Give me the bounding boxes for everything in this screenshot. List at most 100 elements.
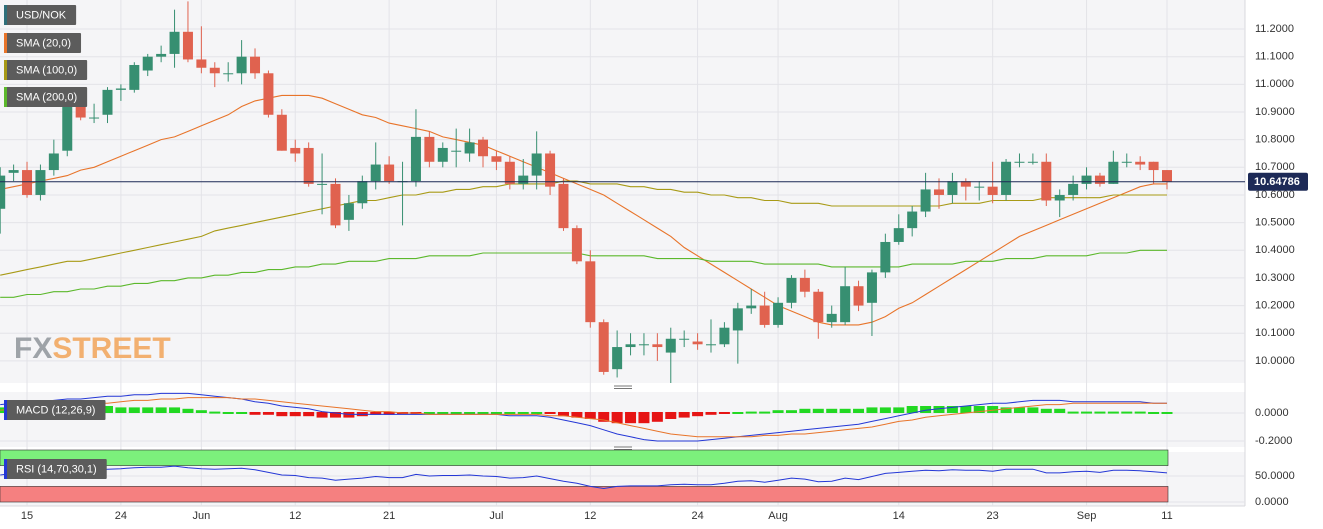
watermark-part: FX — [14, 332, 52, 365]
candle-body — [853, 286, 864, 306]
candle-body — [692, 341, 703, 345]
candle-body — [719, 327, 730, 345]
watermark-part: STREET — [52, 332, 170, 365]
histogram-bar — [987, 405, 999, 413]
histogram-bar — [1134, 411, 1146, 414]
candle-body — [478, 139, 489, 157]
candle-body — [1081, 175, 1092, 184]
candle-body — [907, 211, 918, 229]
candle-body — [706, 344, 717, 346]
candle-body — [1041, 161, 1052, 201]
histogram-bar — [692, 411, 704, 417]
sma-line — [0, 249, 1167, 298]
histogram-bar — [1094, 411, 1106, 414]
histogram-bar — [236, 411, 248, 414]
candle-body — [1068, 183, 1079, 195]
y-tick-label: 11.0000 — [1255, 78, 1294, 90]
candle-body — [410, 136, 421, 182]
y-tick-label: 10.5000 — [1255, 217, 1295, 229]
y-tick-label: 10.8000 — [1255, 134, 1295, 146]
histogram-bar — [906, 405, 918, 413]
candle-body — [1148, 161, 1159, 171]
histogram-bar — [303, 411, 315, 417]
legend-box — [4, 33, 82, 53]
candle-body — [263, 73, 274, 115]
candle-body — [893, 228, 904, 242]
candle-body — [585, 261, 596, 323]
candle-body — [1054, 194, 1065, 201]
candle-body — [987, 186, 998, 195]
histogram-bar — [249, 411, 261, 415]
histogram-bar — [477, 411, 489, 414]
histogram-bar — [584, 411, 596, 419]
histogram-bar — [1054, 408, 1066, 413]
histogram-bar — [517, 411, 529, 414]
legend-item: MACD (12,26,9) — [4, 400, 106, 420]
histogram-bar — [705, 411, 717, 415]
histogram-bar — [182, 408, 194, 413]
histogram-bar — [209, 411, 221, 414]
histogram-bar — [115, 407, 127, 413]
candle-body — [813, 291, 824, 323]
histogram-bar — [960, 405, 972, 413]
legend-text: MACD (12,26,9) — [16, 404, 95, 416]
candle-body — [1001, 161, 1012, 195]
histogram-bar — [101, 405, 113, 413]
y-tick-label: 10.3000 — [1255, 272, 1295, 284]
sma-line — [0, 94, 1167, 326]
candle-body — [545, 153, 556, 187]
histogram-bar — [839, 408, 851, 413]
histogram-bar — [651, 411, 663, 422]
histogram-bar — [1067, 411, 1079, 414]
overbought-band — [0, 449, 1169, 466]
y-tick-label: 10.2000 — [1255, 299, 1295, 311]
x-tick-label: Jul — [489, 510, 503, 522]
candle-body — [571, 228, 582, 262]
sma-line — [0, 180, 1167, 276]
candle-body — [250, 56, 261, 74]
histogram-bar — [732, 411, 744, 414]
candle-body — [786, 277, 797, 303]
histogram-bar — [1000, 407, 1012, 413]
histogram-bar — [772, 410, 784, 413]
candle-body — [1135, 161, 1146, 165]
candle-body — [142, 56, 153, 71]
histogram-bar — [973, 405, 985, 413]
candle-body — [558, 183, 569, 229]
histogram-bar — [826, 408, 838, 413]
legend-text: USD/NOK — [16, 9, 67, 21]
y-tick-label: 0.0000 — [1255, 496, 1289, 508]
histogram-bar — [169, 407, 181, 413]
legend-item: USD/NOK — [4, 5, 77, 25]
candle-body — [102, 89, 113, 115]
legend-text: SMA (100,0) — [16, 64, 77, 76]
candle-body — [156, 53, 167, 57]
y-tick-label: 0.0000 — [1255, 407, 1289, 419]
y-tick-label: 10.4000 — [1255, 244, 1295, 256]
candle-body — [679, 338, 690, 340]
x-tick-label: Aug — [768, 510, 788, 522]
histogram-bar — [289, 411, 301, 417]
candle-body — [974, 186, 985, 188]
y-tick-label: 10.0000 — [1255, 355, 1295, 367]
candle-body — [598, 322, 609, 372]
histogram-bar — [812, 408, 824, 413]
x-tick-label: 24 — [115, 510, 127, 522]
candle-body — [464, 142, 475, 154]
candle-body — [625, 344, 636, 348]
candle-body — [1027, 161, 1038, 163]
histogram-bar — [142, 407, 154, 413]
candle-body — [182, 31, 193, 60]
price-panel — [0, 0, 1245, 383]
candle-body — [236, 56, 247, 74]
legend-swatch — [4, 33, 7, 53]
histogram-bar — [329, 411, 341, 418]
histogram-bar — [853, 408, 865, 413]
candle-body — [612, 347, 623, 370]
legend-swatch — [4, 5, 7, 25]
x-tick-label: 24 — [691, 510, 703, 522]
histogram-bar — [531, 411, 543, 414]
histogram-bar — [544, 411, 556, 414]
candle-body — [1094, 175, 1105, 184]
histogram-bar — [437, 411, 449, 414]
